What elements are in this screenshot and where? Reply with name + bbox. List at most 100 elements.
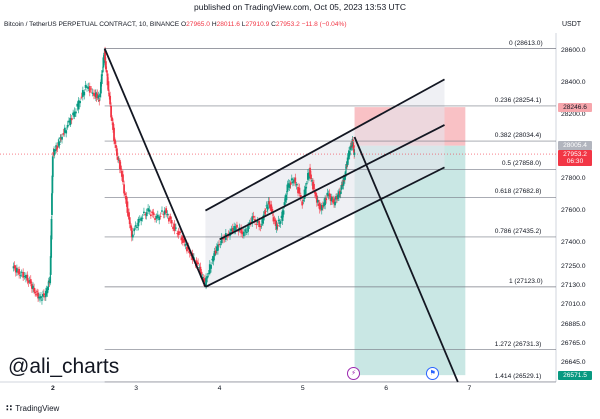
candle-body — [273, 219, 276, 221]
candle-body — [294, 177, 297, 184]
candle-body — [100, 74, 103, 84]
candle-body — [25, 274, 27, 279]
candle-body — [330, 197, 333, 202]
symbol-title[interactable]: Bitcoin / TetherUS PERPETUAL CONTRACT, 1… — [4, 21, 180, 28]
candle-body — [333, 198, 335, 204]
candle-body — [336, 196, 338, 200]
candle-body — [264, 211, 267, 212]
candle-body — [140, 217, 143, 222]
candle-body — [272, 217, 275, 222]
candle-body — [73, 111, 76, 117]
candle-body — [43, 296, 46, 298]
candle-body — [240, 227, 243, 234]
price-axis-tick: 27130.0 — [561, 281, 586, 289]
candle-body — [138, 218, 141, 220]
candle-body — [128, 217, 131, 225]
candle-body — [334, 201, 336, 206]
price-axis-tick: 27010.0 — [561, 300, 586, 308]
price-axis-tick: 27250.0 — [561, 262, 586, 270]
candle-body — [26, 274, 29, 281]
candle-body — [184, 244, 187, 246]
candle-body — [276, 224, 279, 227]
candle-body — [231, 227, 234, 233]
candle-body — [133, 228, 136, 232]
candle-body — [83, 91, 86, 96]
candle-body — [47, 280, 50, 284]
candle-body — [289, 182, 292, 185]
candle-body — [51, 193, 53, 215]
candle-body — [68, 120, 70, 123]
price-axis-tick: 26645.0 — [561, 359, 586, 367]
candle-body — [247, 225, 249, 232]
candle-body — [290, 178, 293, 181]
candle-body — [186, 246, 188, 252]
candle-body — [118, 160, 121, 170]
candle-body — [156, 214, 159, 218]
candle-body — [205, 277, 207, 287]
candle-body — [284, 195, 287, 202]
candle-body — [161, 210, 163, 212]
lightning-icon[interactable]: ⚡ — [347, 367, 361, 380]
candle-body — [65, 130, 68, 134]
price-axis-tick: 28200.0 — [561, 110, 586, 118]
candle-body — [236, 224, 238, 228]
candle-body — [210, 264, 212, 269]
candle-body — [324, 197, 327, 206]
candle-body — [34, 291, 37, 294]
candle-body — [268, 201, 271, 205]
us-flag-icon[interactable]: ⚑ — [426, 367, 440, 380]
candle-body — [298, 187, 301, 194]
candle-body — [201, 277, 204, 279]
footer-brand[interactable]: TradingView — [15, 404, 60, 413]
candle-body — [245, 231, 248, 233]
time-axis-tick: 5 — [300, 385, 305, 392]
candle-body — [304, 186, 307, 194]
candle-body — [51, 156, 54, 177]
candle-body — [12, 266, 15, 269]
candle-body — [316, 200, 319, 203]
candle-body — [258, 221, 261, 228]
candle-body — [347, 153, 350, 160]
candle-body — [353, 152, 356, 155]
candle-body — [341, 184, 344, 186]
fib-level-label: 0.236 (28254.1) — [494, 96, 542, 104]
candle-body — [45, 288, 48, 292]
footer: ∷ TradingView — [6, 403, 59, 414]
candle-body — [151, 211, 154, 214]
candle-body — [329, 196, 332, 202]
time-axis-tick: 7 — [467, 385, 472, 392]
candle-body — [50, 218, 53, 240]
candle-body — [310, 174, 312, 179]
candle-body — [350, 145, 353, 148]
candle-body — [301, 201, 304, 206]
candle-body — [251, 216, 254, 224]
candle-body — [254, 219, 256, 222]
candle-body — [256, 221, 259, 223]
candle-body — [63, 127, 66, 133]
fib-level-label: 0.5 (27858.0) — [501, 160, 542, 168]
candle-body — [154, 218, 156, 220]
candle-body — [107, 81, 110, 91]
candle-body — [288, 183, 291, 188]
candle-body — [56, 145, 59, 149]
candle-body — [18, 269, 21, 275]
candle-body — [46, 290, 49, 294]
candle-body — [119, 165, 122, 171]
candle-body — [286, 184, 289, 192]
candle-body — [212, 256, 215, 262]
candle-body — [86, 86, 88, 88]
candle-body — [344, 171, 347, 177]
currency-label[interactable]: USDT — [562, 21, 582, 28]
price-axis-badge: 27953.2 — [558, 149, 592, 159]
candle-body — [51, 175, 54, 194]
candle-body — [319, 207, 322, 209]
candle-body — [271, 208, 274, 213]
candle-body — [44, 290, 47, 298]
candle-body — [342, 177, 345, 186]
candle-body — [279, 221, 282, 224]
candle-body — [62, 133, 65, 135]
candle-body — [340, 185, 343, 190]
candle-body — [323, 202, 325, 207]
candle-body — [69, 117, 72, 126]
